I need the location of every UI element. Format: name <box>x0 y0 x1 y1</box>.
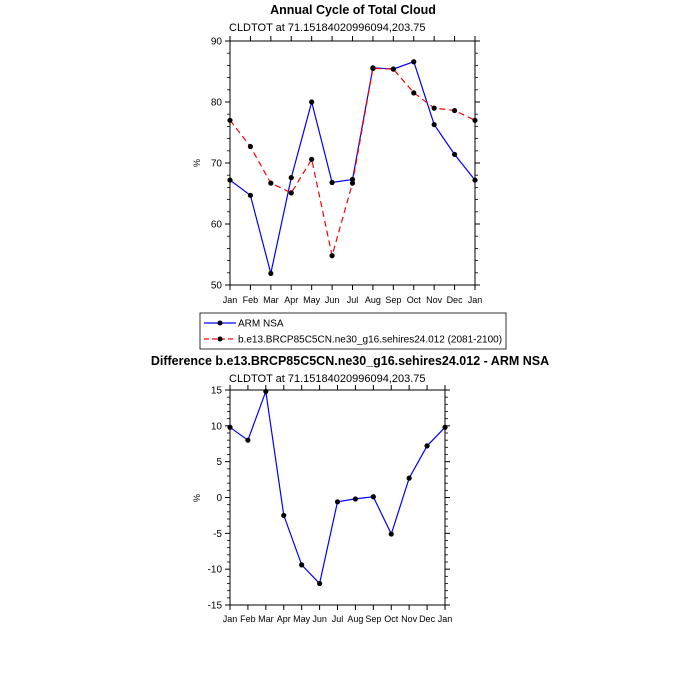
chart1-plot-area: 50 60 70 80 90 Jan Feb Mar Apr May Jun Jul Aug Sep Oct… <box>211 36 482 305</box>
chart1-x-tick-label: Oct <box>407 295 422 305</box>
chart1-series-0-line <box>229 60 476 274</box>
chart1-series-0-point <box>247 192 254 198</box>
chart1-series-0-point <box>451 151 458 158</box>
chart1-series-0-point <box>268 270 274 277</box>
chart2-y-tick-label: -15 <box>208 601 223 612</box>
chart1-x-tick-label: Jun <box>325 295 340 305</box>
chart2-title: Difference b.e13.BRCP85C5CN.ne30_g16.seh… <box>151 354 549 368</box>
chart2-series-0-point <box>424 443 430 449</box>
chart1-y-tick-label: 50 <box>211 281 223 292</box>
legend-model-marker <box>217 336 223 342</box>
chart1-x-tick-label: Dec <box>447 295 464 305</box>
chart2-x-tick-label: Mar <box>258 614 274 624</box>
chart2-x-tick-label: Dec <box>419 614 436 624</box>
chart1-y-tick-label: 90 <box>211 37 223 48</box>
chart1-series-1-point <box>451 107 458 114</box>
chart1-series-1-point <box>390 66 396 72</box>
chart1-series-1-point <box>329 253 335 259</box>
chart2-series-0-point <box>442 424 448 430</box>
chart1-series-0-point <box>431 121 437 128</box>
legend-arm-nsa-label: ARM NSA <box>238 319 284 330</box>
chart1-legend: ARM NSA b.e13.BRCP85C5CN.ne30_g16.sehire… <box>199 312 507 350</box>
chart1-series-1-point <box>370 65 376 72</box>
legend-arm-nsa-marker <box>217 320 223 326</box>
chart2-y-axis-label: % <box>192 494 202 502</box>
chart1-x-tick-label: Jan <box>223 295 238 305</box>
chart1-x-tick-label: Sep <box>385 295 401 305</box>
chart1-x-tick-label: Feb <box>243 295 259 305</box>
chart1-y-tick-label: 70 <box>211 159 223 170</box>
chart2-subtitle: CLDTOT at 71.15184020996094,203.75 <box>229 373 426 385</box>
chart1-series-0-point <box>329 179 335 186</box>
chart2-plot-frame <box>229 389 446 606</box>
chart2-x-tick-label: Jan <box>223 614 238 624</box>
chart2-series-0-point <box>263 388 269 395</box>
chart1-series-1-point <box>288 190 294 196</box>
chart1-x-tick-label: Jan <box>468 295 483 305</box>
chart2-y-tick-label: -10 <box>208 565 223 576</box>
chart1-subtitle: CLDTOT at 71.15184020996094,203.75 <box>229 22 426 34</box>
chart2-series-0-point <box>281 512 287 519</box>
chart1-series-0-point <box>472 177 478 183</box>
chart2-series-0-point <box>406 475 412 481</box>
chart1-y-axis-label: % <box>192 159 202 167</box>
chart2-series-0-point <box>388 531 394 537</box>
chart1-x-tick-label: May <box>303 295 321 305</box>
chart2-y-tick-label: 15 <box>211 386 223 397</box>
chart2-x-tick-label: Jan <box>438 614 453 624</box>
chart1-y-tick-label: 80 <box>211 98 223 109</box>
chart1-series-1-point <box>349 180 356 186</box>
chart1-x-tick-label: Jul <box>347 295 359 305</box>
chart2-x-tick-label: Apr <box>277 614 291 624</box>
chart2-series-0-point <box>227 424 233 430</box>
chart2-y-tick-label: -5 <box>213 529 222 540</box>
chart2-x-tick-label: Aug <box>347 614 363 624</box>
chart1-series-1-line <box>229 67 476 256</box>
chart1-series-0-point <box>227 177 233 183</box>
chart1-x-tick-label: Mar <box>263 295 279 305</box>
chart1-series-0-point <box>288 175 294 181</box>
chart1-series-0-point <box>349 176 356 183</box>
chart2-x-tick-label: May <box>293 614 311 624</box>
chart2-x-tick-label: Sep <box>365 614 381 624</box>
chart2-series-0-point <box>370 494 376 500</box>
chart1-series-1-point <box>247 143 254 150</box>
chart1-series-1-point <box>431 105 437 111</box>
chart2-series-0-point <box>316 580 323 587</box>
chart1-x-tick-label: Aug <box>365 295 381 305</box>
chart2-y-tick-label: 0 <box>216 493 222 504</box>
chart2-series-0-point <box>245 437 251 443</box>
chart1-series-0-point <box>309 99 315 105</box>
chart2-x-tick-label: Nov <box>401 614 418 624</box>
chart1-series-1-point <box>472 117 478 123</box>
chart1-title: Annual Cycle of Total Cloud <box>270 3 436 17</box>
chart1-x-tick-label: Nov <box>426 295 443 305</box>
chart1-x-tick-label: Apr <box>284 295 298 305</box>
chart1-plot-frame <box>229 40 476 286</box>
chart2-y-tick-label: 10 <box>211 421 223 432</box>
legend-frame <box>199 312 507 350</box>
chart1-series-0-point <box>411 59 417 65</box>
chart2-series-0-point <box>352 496 359 502</box>
chart2-x-tick-label: Jun <box>312 614 327 624</box>
chart2-series-0-line <box>229 391 446 585</box>
chart1-y-tick-label: 60 <box>211 220 223 231</box>
chart2-series-0-point <box>299 562 305 568</box>
legend-model-label: b.e13.BRCP85C5CN.ne30_g16.sehires24.012 … <box>238 335 502 346</box>
chart1-series-1-point <box>309 156 315 162</box>
chart2-x-tick-label: Jul <box>332 614 344 624</box>
chart1-series-1-point <box>227 117 233 123</box>
chart2-x-tick-label: Feb <box>240 614 256 624</box>
chart2-x-tick-label: Oct <box>384 614 399 624</box>
chart2-series-0-point <box>334 499 341 505</box>
chart2-y-tick-label: 5 <box>216 457 222 468</box>
chart1-series-1-point <box>268 180 274 186</box>
chart1-series-1-point <box>411 90 417 96</box>
